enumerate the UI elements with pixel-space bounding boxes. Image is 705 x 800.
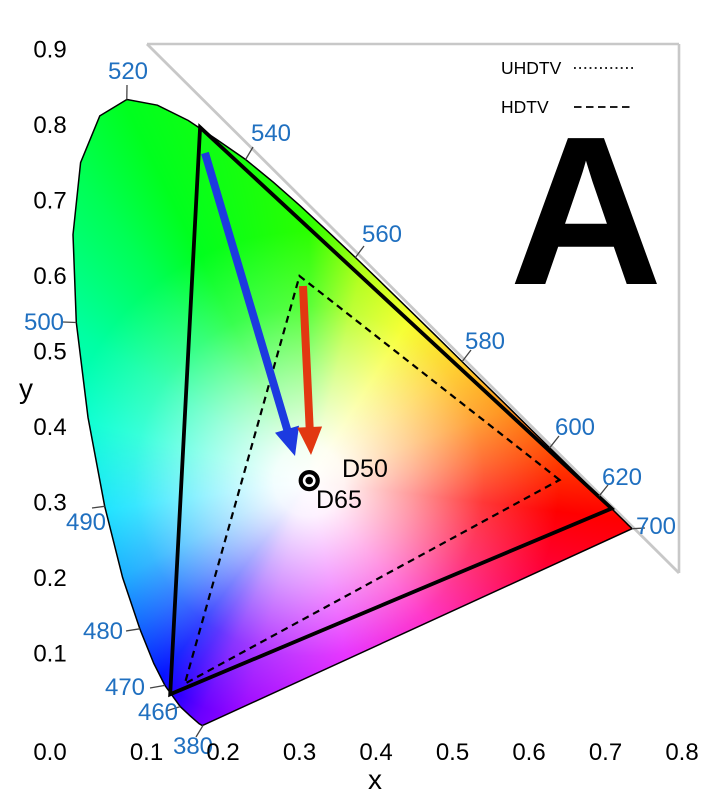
wavelength-label-700: 700	[636, 513, 676, 540]
legend-label-uhdtv: UHDTV	[501, 58, 562, 78]
xy-sum-boundary-lines	[146, 42, 681, 574]
wavelength-label-620: 620	[602, 464, 642, 491]
x-tick-label-0.1: 0.1	[130, 739, 163, 766]
wavelength-tick-marks	[62, 84, 646, 738]
wavelength-label-500: 500	[24, 309, 64, 336]
wavelength-tick-380	[195, 724, 204, 738]
y-tick-label-0.1: 0.1	[33, 641, 66, 668]
x-tick-label-0.7: 0.7	[589, 739, 622, 766]
y-tick-label-0.3: 0.3	[33, 490, 66, 517]
y-tick-label-0.8: 0.8	[33, 112, 66, 139]
wavelength-label-580: 580	[465, 328, 505, 355]
x-tick-label-0.8: 0.8	[665, 739, 698, 766]
wavelength-tick-540	[245, 146, 254, 160]
y-tick-label-0.9: 0.9	[33, 37, 66, 64]
x-tick-label-0.6: 0.6	[512, 739, 545, 766]
wavelength-tick-560	[354, 245, 365, 258]
wavelength-label-520: 520	[108, 58, 148, 85]
wavelength-label-380: 380	[173, 733, 213, 760]
x-tick-label-0.3: 0.3	[283, 739, 316, 766]
wavelength-label-480: 480	[83, 618, 123, 645]
y-axis-tick-labels: 0.1 0.2 0.3 0.4 0.5 0.6 0.7 0.8 0.9	[33, 37, 66, 668]
hdtv-green-to-white-arrow-head	[297, 426, 323, 455]
legend-label-hdtv: HDTV	[501, 97, 549, 117]
white-point-dot-D65	[305, 476, 314, 485]
x-axis-title: x	[368, 764, 382, 795]
wavelength-tick-480	[125, 628, 140, 632]
y-axis-title: y	[19, 373, 33, 404]
wavelength-tick-500	[62, 321, 77, 324]
wavelength-tick-470	[149, 684, 166, 689]
panel-label-A: A	[509, 92, 662, 329]
wavelength-tick-580	[461, 349, 472, 362]
wavelength-tick-700	[631, 527, 646, 530]
wavelength-tick-460	[165, 705, 181, 712]
line-of-max-xy-diagonal	[146, 43, 680, 574]
legend: UHDTV HDTV	[501, 58, 634, 117]
wavelength-label-600: 600	[555, 414, 595, 441]
x-tick-label-0.4: 0.4	[359, 739, 392, 766]
wavelength-label-560: 560	[362, 221, 402, 248]
wavelength-tick-620	[598, 484, 609, 497]
y-tick-label-0.2: 0.2	[33, 565, 66, 592]
uhdtv-green-to-white-arrow-shaft	[201, 151, 293, 435]
wavelength-label-460: 460	[138, 699, 178, 726]
y-tick-label-0.7: 0.7	[33, 188, 66, 215]
origin-label: 0.0	[33, 739, 66, 766]
wavelength-tick-490	[91, 505, 105, 509]
x-tick-label-0.2: 0.2	[206, 739, 239, 766]
x-tick-label-0.5: 0.5	[436, 739, 469, 766]
hdtv-gamut-triangle	[183, 274, 562, 686]
x-axis-tick-labels: 0.1 0.2 0.3 0.4 0.5 0.6 0.7 0.8	[130, 739, 699, 766]
y-tick-label-0.4: 0.4	[33, 414, 66, 441]
wavelength-label-490: 490	[66, 509, 106, 536]
y-tick-label-0.5: 0.5	[33, 339, 66, 366]
uhdtv-gamut-triangle	[168, 123, 616, 698]
wavelength-label-470: 470	[105, 674, 145, 701]
white-point-marker	[298, 470, 320, 492]
wavelength-tick-600	[549, 435, 560, 449]
y-tick-label-0.6: 0.6	[33, 263, 66, 290]
gamut-shift-arrows	[201, 151, 323, 456]
wavelength-label-540: 540	[251, 120, 291, 147]
uhdtv-green-to-white-arrow-head	[275, 425, 299, 456]
d65-label: D65	[316, 486, 362, 514]
hdtv-green-to-white-arrow-shaft	[299, 285, 314, 432]
d50-label: D50	[342, 455, 388, 483]
